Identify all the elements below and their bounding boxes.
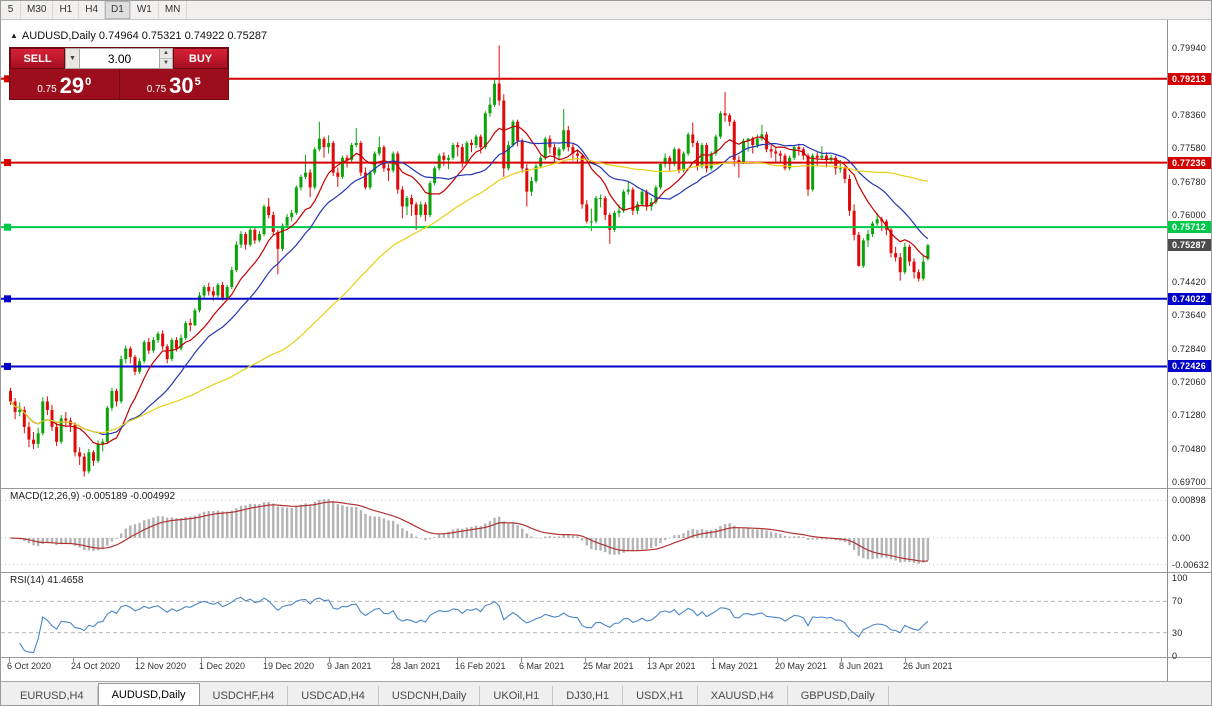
chart-tab-usdcad-h4[interactable]: USDCAD,H4 <box>288 686 379 705</box>
ma-60-line <box>10 158 928 434</box>
volume-stepper: ▲ ▼ <box>160 48 173 69</box>
macd-signal-line <box>10 501 928 562</box>
buy-price-display[interactable]: 0.75 30 5 <box>120 69 229 99</box>
volume-dropdown[interactable]: ▼ <box>65 48 80 69</box>
chart-tab-xauusd-h4[interactable]: XAUUSD,H4 <box>698 686 788 705</box>
timeframe-button-h4[interactable]: H4 <box>79 1 106 19</box>
chart-tab-ukoil-h1[interactable]: UKOil,H1 <box>480 686 554 705</box>
chart-tab-gbpusd-daily[interactable]: GBPUSD,Daily <box>788 686 889 705</box>
caret-down-icon: ▼ <box>69 55 76 62</box>
sell-price-display[interactable]: 0.75 29 0 <box>10 69 120 99</box>
buy-price-big: 30 <box>169 73 194 98</box>
chart-tab-usdcnh-daily[interactable]: USDCNH,Daily <box>379 686 481 705</box>
macd-panel[interactable] <box>1 498 1167 566</box>
rsi-panel[interactable] <box>1 596 1167 654</box>
timeframe-button-d1[interactable]: D1 <box>105 1 131 19</box>
timeframe-button-mn[interactable]: MN <box>159 1 188 19</box>
timeframe-button-h1[interactable]: H1 <box>53 1 80 19</box>
volume-increase-button[interactable]: ▲ <box>160 49 172 59</box>
buy-price-small: 0.75 <box>146 84 167 95</box>
sell-price-small: 0.75 <box>37 84 57 95</box>
chart-canvas[interactable] <box>1 20 1212 681</box>
chart-tabs-bar: EURUSD,H4 AUDUSD,Daily USDCHF,H4 USDCAD,H4 U… <box>1 681 1211 705</box>
ma-20-line <box>10 140 929 436</box>
buy-button[interactable]: BUY <box>173 48 228 69</box>
chart-tab-usdchf-h4[interactable]: USDCHF,H4 <box>200 686 289 705</box>
ma-10-line <box>10 125 929 445</box>
candles <box>9 45 930 477</box>
timeframe-button-m30[interactable]: M30 <box>21 1 54 19</box>
volume-decrease-button[interactable]: ▼ <box>163 60 169 66</box>
timeframe-button-w1[interactable]: W1 <box>131 1 159 19</box>
timeframe-toolbar: 5 M30 H1 H4 D1 W1 MN <box>1 1 1211 20</box>
sell-price-sup: 0 <box>85 76 92 88</box>
chart-tab-usdx-h1[interactable]: USDX,H1 <box>623 686 698 705</box>
chart-tab-dj30-h1[interactable]: DJ30,H1 <box>553 686 624 705</box>
chart-tab-eurusd-h4[interactable]: EURUSD,H4 <box>7 686 98 705</box>
chart-tab-audusd-daily[interactable]: AUDUSD,Daily <box>97 683 200 705</box>
buy-price-sup: 5 <box>194 76 201 88</box>
volume-input[interactable] <box>80 48 160 69</box>
sell-button[interactable]: SELL <box>10 48 65 69</box>
timeframe-button-5[interactable]: 5 <box>1 1 21 19</box>
sell-price-big: 29 <box>59 73 85 98</box>
rsi-line <box>19 596 929 654</box>
